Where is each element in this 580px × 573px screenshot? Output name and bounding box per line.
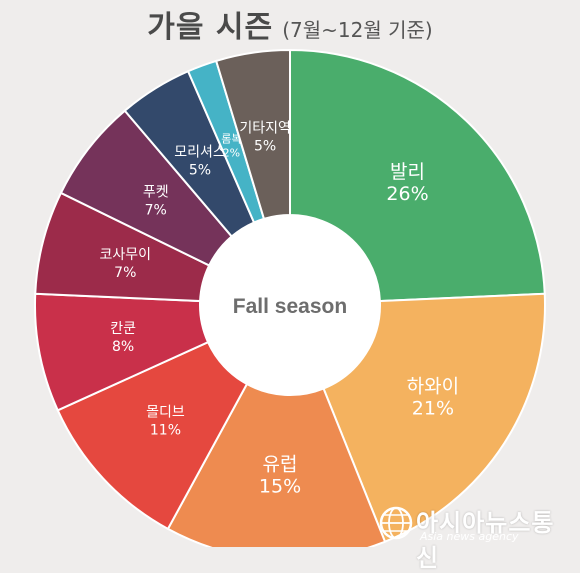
slice-label-4: 칸쿤 (110, 321, 136, 337)
slice-label-9: 기타지역 (239, 121, 291, 137)
slice-label-7: 모리셔스 (174, 145, 226, 161)
slice-value-8: 2% (223, 146, 240, 159)
slice-value-1: 21% (412, 398, 454, 420)
slice-label-2: 유럽 (263, 453, 298, 475)
slice-label-0: 발리 (390, 161, 425, 183)
title-main: 가을 시즌 (147, 10, 274, 45)
slice-label-5: 코사무이 (100, 247, 152, 263)
slice-value-3: 11% (150, 423, 181, 439)
donut-center (200, 215, 380, 395)
watermark-sub: Asia news agency (420, 530, 519, 543)
slice-label-3: 몰디브 (146, 405, 185, 421)
slice-value-4: 8% (112, 339, 134, 355)
slice-value-6: 7% (145, 203, 167, 219)
slice-label-8: 롬복 (221, 132, 241, 145)
slice-label-1: 하와이 (407, 376, 459, 398)
slice-value-9: 5% (254, 139, 276, 155)
chart-title: 가을 시즌 (7월~12월 기준) (0, 2, 580, 46)
slice-label-6: 푸켓 (143, 185, 169, 201)
slice-value-7: 5% (189, 163, 211, 179)
slice-value-0: 26% (386, 183, 428, 205)
title-subtitle: (7월~12월 기준) (282, 18, 433, 42)
slice-value-2: 15% (259, 475, 301, 497)
watermark: 아시아뉴스통신 Asia news agency (376, 501, 576, 572)
slice-value-5: 7% (114, 265, 136, 281)
center-label: Fall season (233, 295, 347, 318)
globe-logo-icon (379, 506, 413, 540)
slice-0 (289, 48, 546, 303)
